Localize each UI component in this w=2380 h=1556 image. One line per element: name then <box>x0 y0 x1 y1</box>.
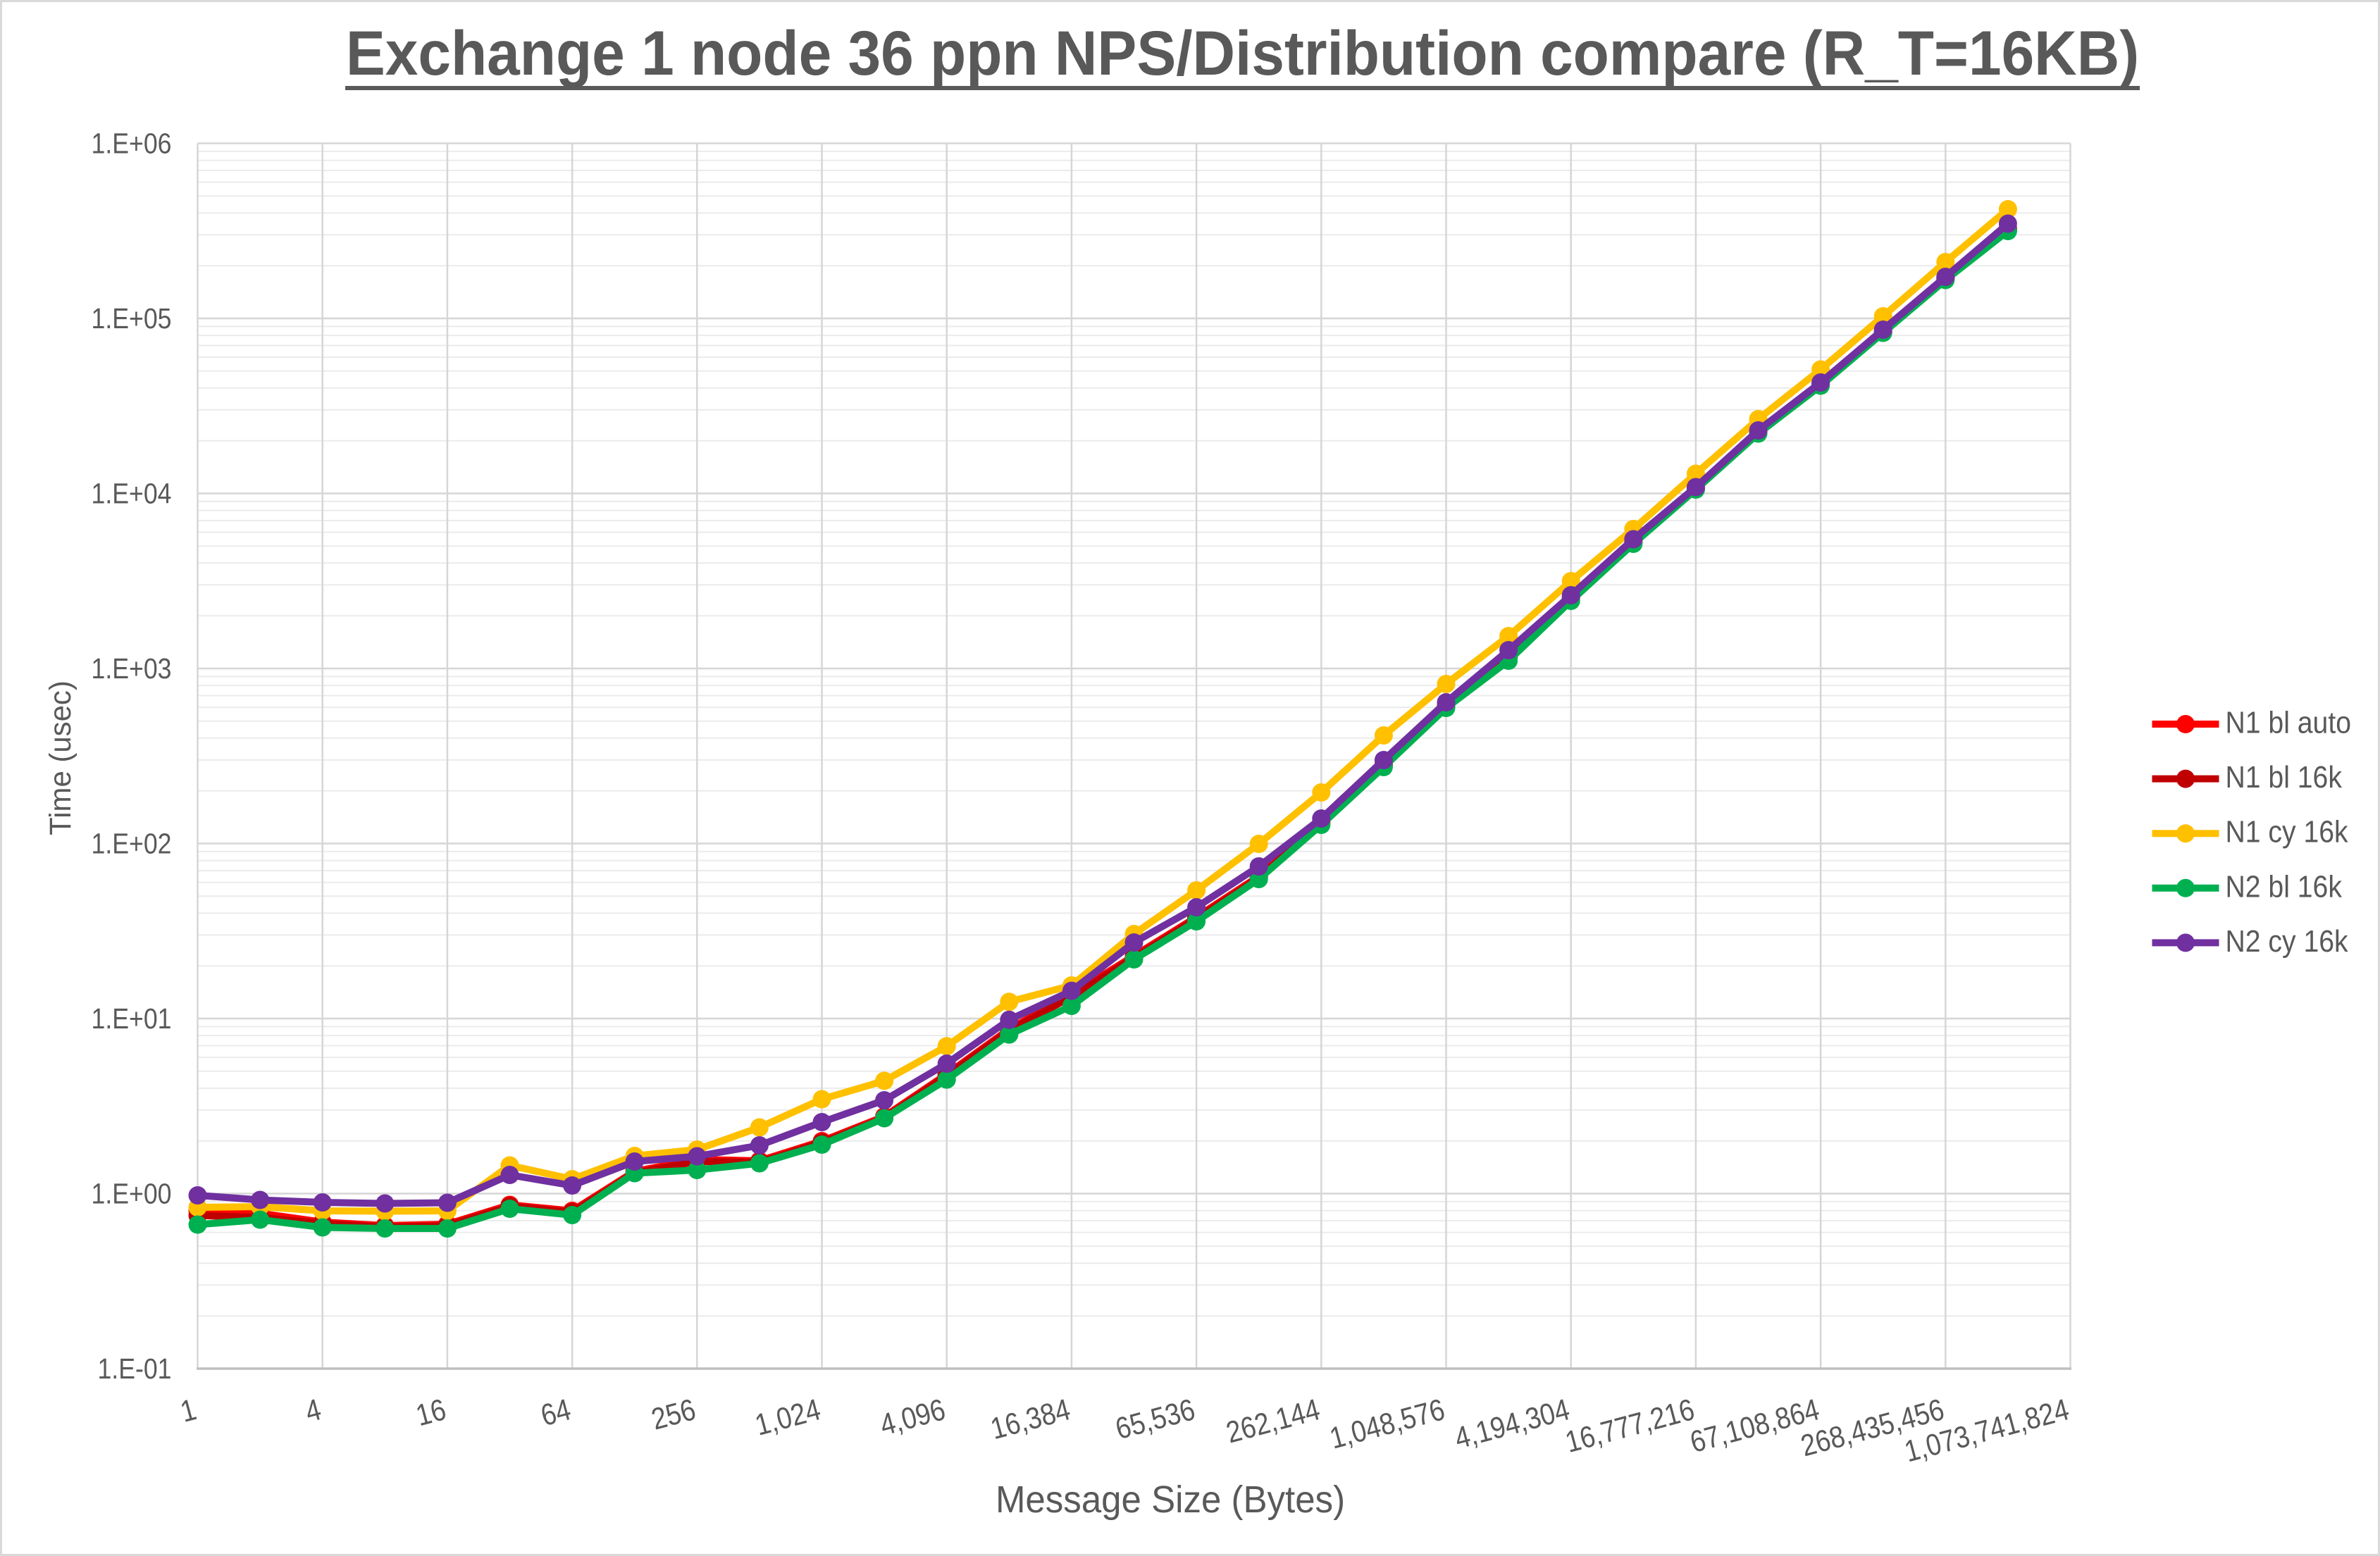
svg-text:1.E+03: 1.E+03 <box>92 653 172 685</box>
svg-text:4,194,304: 4,194,304 <box>1451 1393 1573 1455</box>
svg-text:1.E+00: 1.E+00 <box>92 1178 172 1210</box>
svg-text:Message Size (Bytes): Message Size (Bytes) <box>996 1479 1345 1521</box>
svg-text:1.E+06: 1.E+06 <box>92 127 172 160</box>
svg-text:1.E+04: 1.E+04 <box>92 478 172 510</box>
svg-text:4: 4 <box>302 1393 325 1429</box>
svg-text:Exchange 1 node 36 ppn NPS/Dis: Exchange 1 node 36 ppn NPS/Distribution … <box>346 19 2139 89</box>
svg-text:N2 bl 16k: N2 bl 16k <box>2226 869 2343 904</box>
svg-text:16,777,216: 16,777,216 <box>1562 1393 1698 1459</box>
svg-text:1: 1 <box>177 1393 200 1429</box>
svg-text:16: 16 <box>412 1393 450 1433</box>
svg-text:256: 256 <box>648 1393 700 1437</box>
svg-text:N1 bl 16k: N1 bl 16k <box>2226 759 2343 795</box>
svg-text:16,384: 16,384 <box>987 1393 1074 1446</box>
svg-text:262,144: 262,144 <box>1222 1393 1323 1450</box>
svg-text:1,024: 1,024 <box>752 1393 824 1443</box>
svg-text:N1 cy 16k: N1 cy 16k <box>2226 814 2348 849</box>
svg-text:Time (usec): Time (usec) <box>44 680 78 835</box>
svg-text:64: 64 <box>538 1393 575 1433</box>
svg-text:N2 cy 16k: N2 cy 16k <box>2226 923 2348 959</box>
svg-text:1.E+05: 1.E+05 <box>92 303 172 335</box>
svg-text:4,096: 4,096 <box>876 1393 949 1443</box>
svg-text:1.E+02: 1.E+02 <box>92 828 172 860</box>
svg-text:N1 bl auto: N1 bl auto <box>2226 704 2351 740</box>
svg-text:1.E-01: 1.E-01 <box>97 1353 171 1386</box>
svg-text:1,048,576: 1,048,576 <box>1326 1393 1448 1455</box>
svg-text:1.E+01: 1.E+01 <box>92 1003 172 1035</box>
svg-text:65,536: 65,536 <box>1112 1393 1198 1446</box>
